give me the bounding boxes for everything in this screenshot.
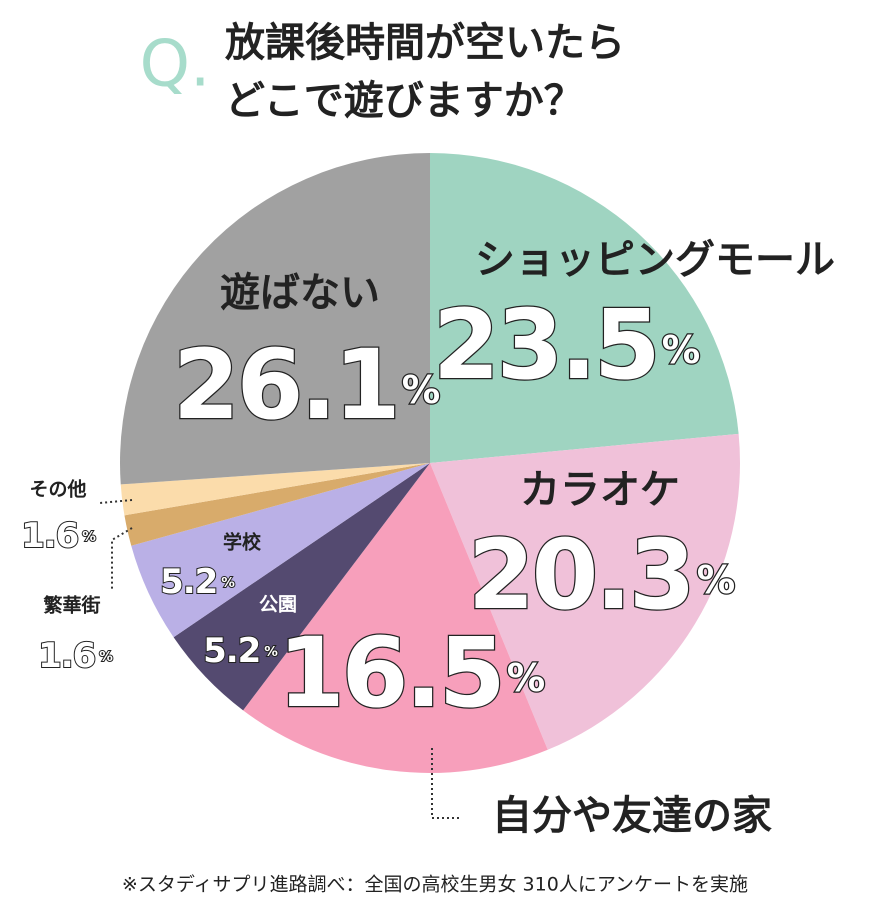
value-label: 16.5% [278,617,545,729]
pie-slice [173,463,430,711]
value-label: 1.6% [21,516,96,556]
pie-slice [243,463,548,773]
slice-label: 繁華街 [43,594,100,617]
slice-label: 公園 [259,594,297,616]
value-label: 23.5% [433,289,700,401]
value-label: 5.2% [203,631,278,671]
slice-label: カラオケ [520,467,680,513]
pie-slice [119,153,430,485]
slice-label: その他 [29,478,86,501]
pie-slice [124,463,431,546]
value-label: 26.1% [173,329,440,441]
pie [119,153,740,773]
slice-label: 遊ばない [220,270,380,316]
q-mark: Q. [140,28,211,102]
leader-lines [99,499,462,819]
slice-label: ショッピングモール [475,237,835,283]
value-label: 20.3% [468,519,735,631]
pie-slice [131,463,430,638]
chart-title: 放課後時間が空いたら [225,20,625,66]
pie-slice [430,433,740,750]
source-note: ※スタディサプリ進路調べ：全国の高校生男女 310人にアンケートを実施 [122,874,748,896]
value-label: 5.2% [160,562,235,602]
pie-slice [430,153,739,463]
pie-slice [120,463,431,516]
slice-label: 自分や友達の家 [492,793,772,839]
value-label: 1.6% [38,636,113,676]
slice-label: 学校 [223,531,262,554]
chart-title: どこで遊びますか？ [225,78,584,124]
